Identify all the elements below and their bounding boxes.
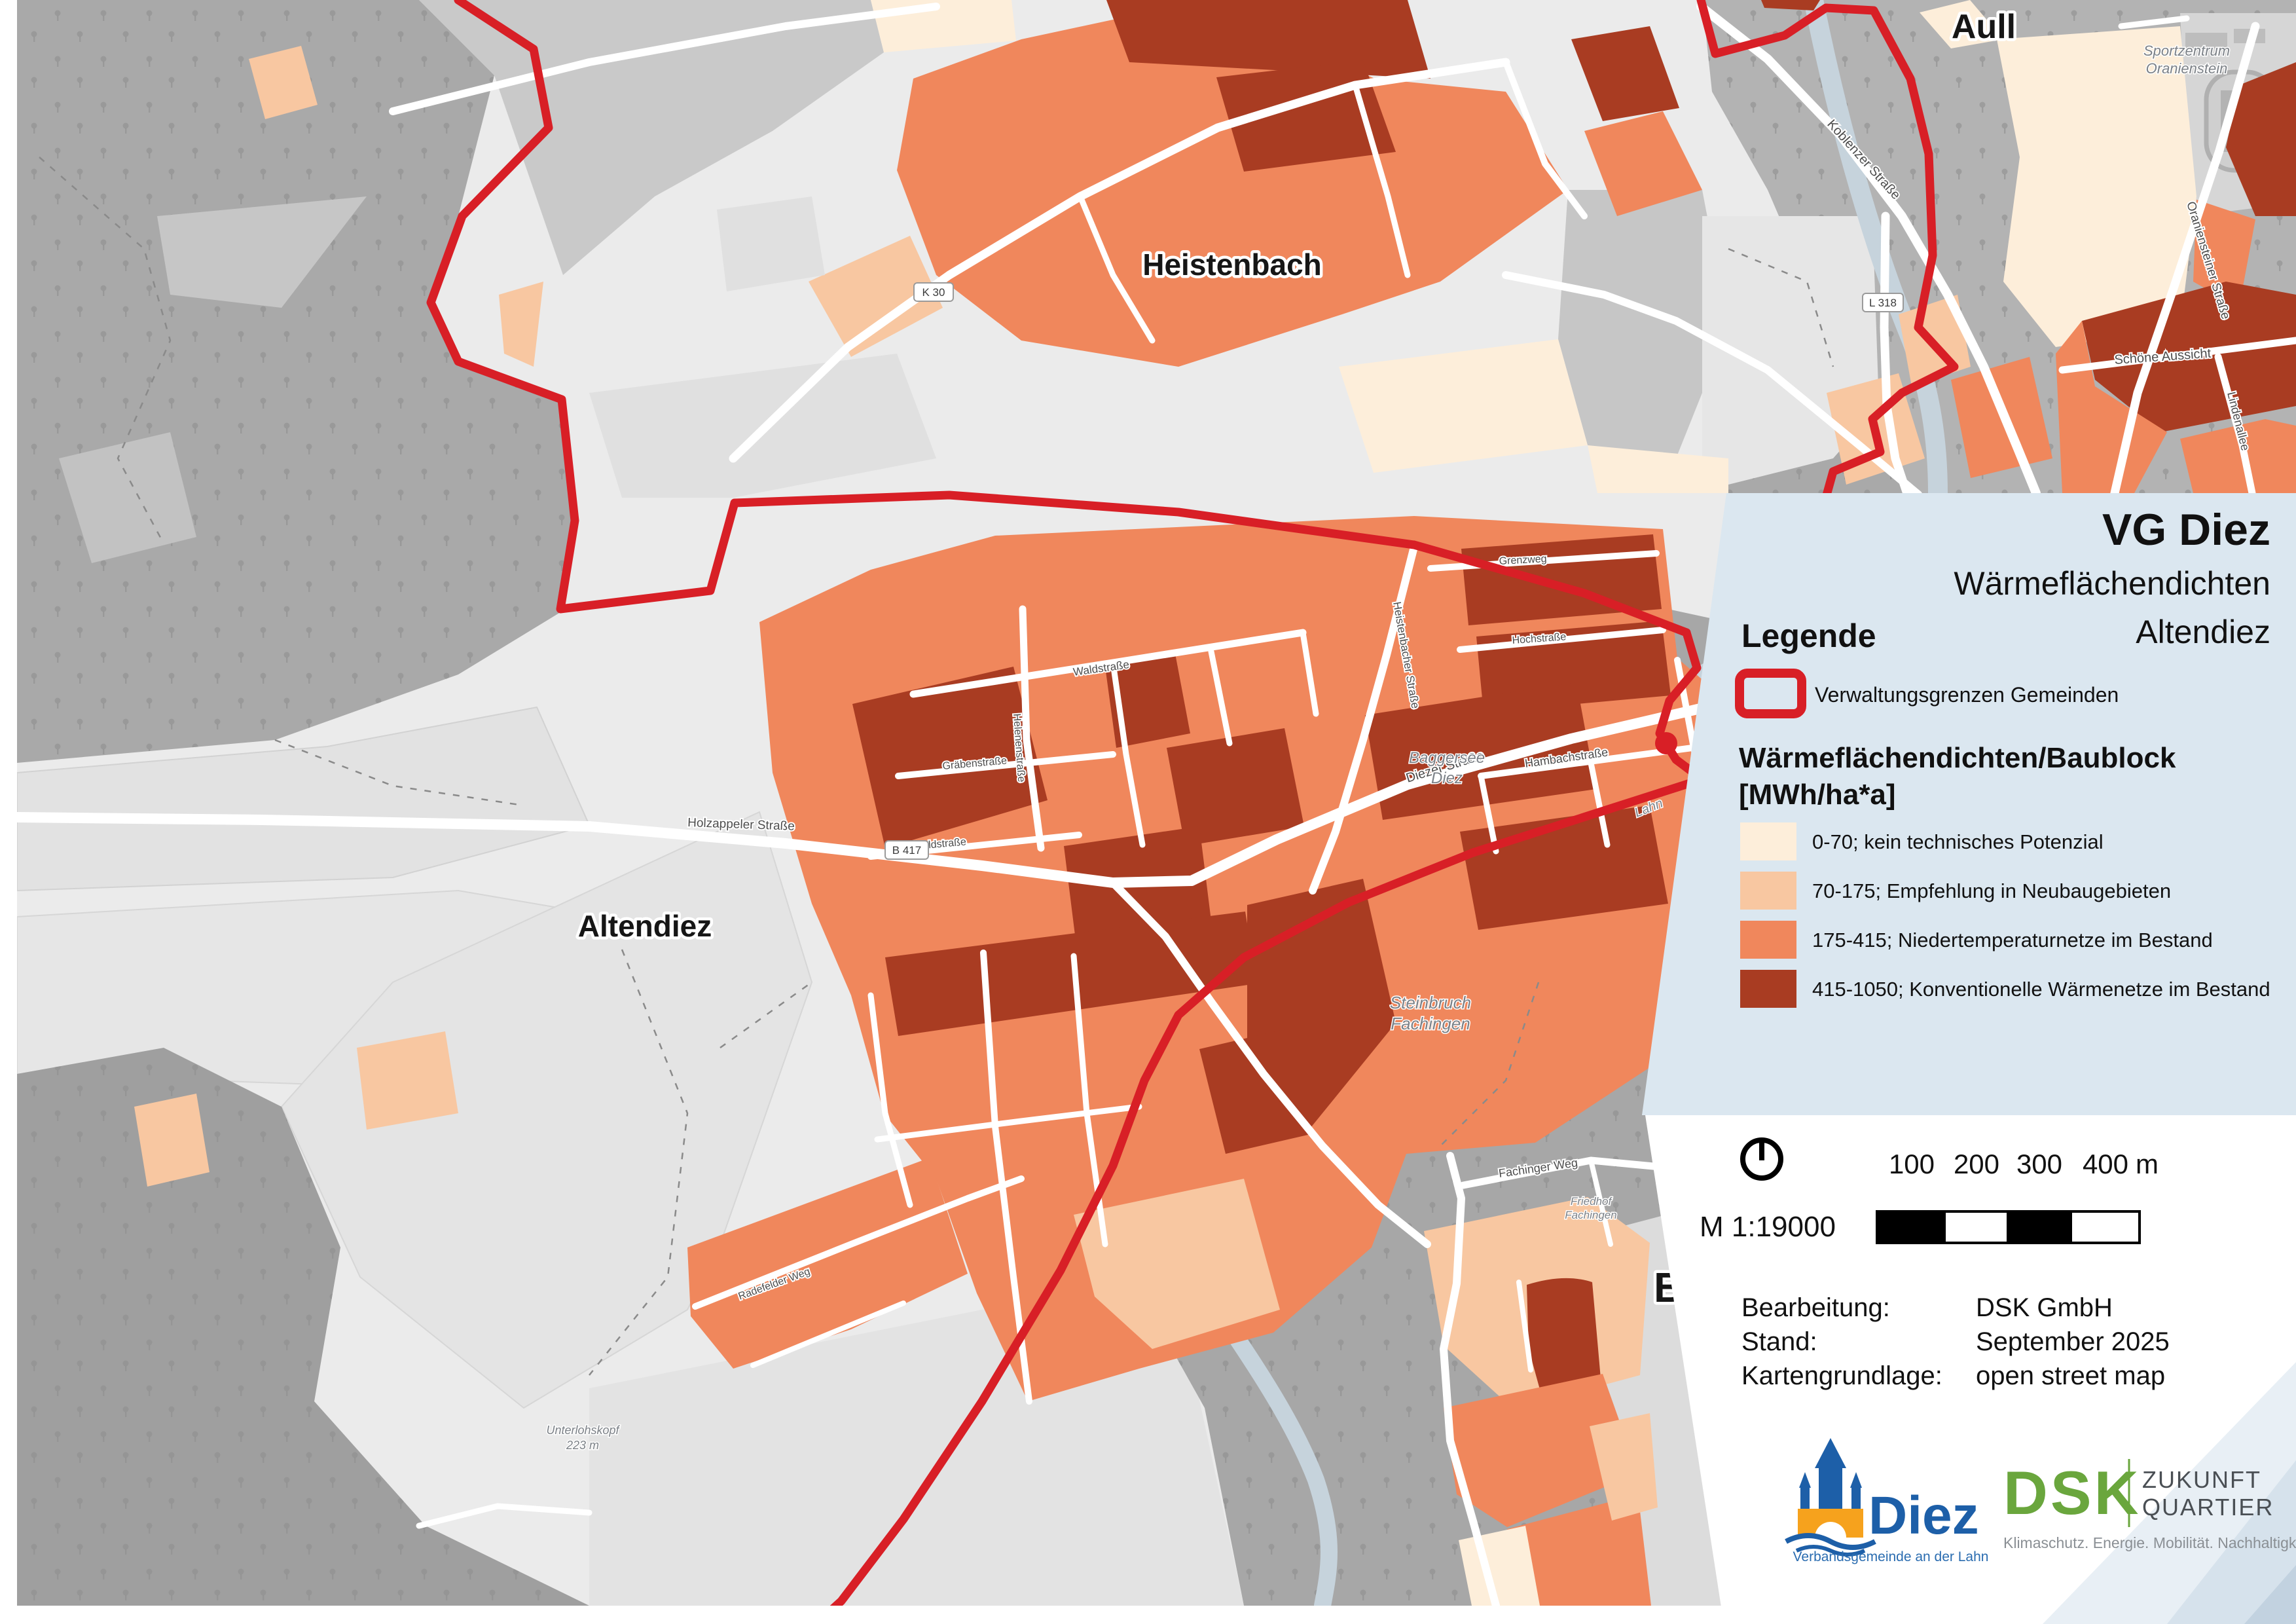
- trail-layer: [39, 157, 1834, 1376]
- class-swatch-1: [1740, 822, 1796, 860]
- route-shield-k30: K 30: [913, 282, 954, 302]
- svg-text:Baggersee: Baggersee: [1409, 749, 1485, 767]
- svg-text:K 30: K 30: [922, 286, 945, 299]
- attribution-block: Bearbeitung: DSK GmbH Stand: September 2…: [1741, 1293, 2170, 1390]
- svg-text:Friedhof: Friedhof: [1571, 1195, 1613, 1208]
- place-label-altendiez: Altendiez: [578, 909, 712, 943]
- scale-bar-segment-3: [2007, 1211, 2072, 1243]
- scale-tick-100: 100: [1889, 1149, 1935, 1179]
- attribution-value-3: open street map: [1976, 1361, 2165, 1390]
- dsk-logo-line1: ZUKUNFT: [2142, 1466, 2261, 1493]
- attribution-value-1: DSK GmbH: [1976, 1293, 2113, 1322]
- scale-tick-400: 400: [2083, 1149, 2128, 1179]
- legend-item-class-2: 70-175; Empfehlung in Neubaugebieten: [1740, 872, 2171, 910]
- diez-tower-icon: [1815, 1438, 1846, 1468]
- area-labels: Baggersee Diez Steinbruch Fachingen Frie…: [545, 42, 2231, 1453]
- svg-text:Fachingen: Fachingen: [1391, 1014, 1470, 1033]
- place-label-heistenbach: Heistenbach: [1142, 248, 1322, 282]
- class-label-2: 70-175; Empfehlung in Neubaugebieten: [1812, 879, 2171, 902]
- attribution-label-2: Stand:: [1741, 1327, 1817, 1356]
- svg-text:Diez: Diez: [1431, 769, 1463, 787]
- boundary-swatch: [1735, 669, 1806, 718]
- class-label-4: 415-1050; Konventionelle Wärmenetze im B…: [1812, 978, 2270, 1001]
- boundary-heistenbach-altendiez: [730, 490, 1691, 637]
- svg-text:Unterlohskopf: Unterlohskopf: [546, 1424, 620, 1437]
- route-shields: B 417 K 30 L 318: [884, 282, 1904, 860]
- heat-density-blocks-west: [134, 46, 825, 1187]
- scale-tick-300: 300: [2016, 1149, 2062, 1179]
- footer-decor-triangle-2: [2167, 1460, 2296, 1624]
- scale-bar-segment-1: [1877, 1211, 1946, 1243]
- class-label-1: 0-70; kein technisches Potenzial: [1812, 830, 2104, 853]
- route-shield-l318: L 318: [1862, 293, 1904, 312]
- attribution-label-1: Bearbeitung:: [1741, 1293, 1890, 1322]
- map-subtitle: Wärmeflächendichten: [1954, 565, 2270, 602]
- svg-text:L 318: L 318: [1869, 297, 1897, 309]
- svg-text:Oranienstein: Oranienstein: [2146, 60, 2228, 77]
- dsk-logo: DSK ZUKUNFT QUARTIER Klimaschutz. Energi…: [2003, 1458, 2296, 1551]
- info-panel: VG Diez Wärmeflächendichten Altendiez Le…: [1642, 493, 2296, 1624]
- dsk-logo-text: DSK: [2003, 1458, 2141, 1527]
- scale-text: M 1:19000: [1700, 1211, 1836, 1243]
- class-label-3: 175-415; Niedertemperaturnetze im Bestan…: [1812, 929, 2213, 951]
- svg-text:B 417: B 417: [892, 844, 921, 857]
- place-label-aull: Aull: [1952, 8, 2016, 46]
- boundary-east-jog: [1655, 628, 1707, 784]
- road-layer: [12, 2, 2296, 1610]
- dsk-logo-tagline: Klimaschutz. Energie. Mobilität. Nachhal…: [2003, 1534, 2296, 1551]
- boundary-knot: [1655, 732, 1677, 754]
- legend-section-unit: [MWh/ha*a]: [1739, 779, 1896, 811]
- diez-wave-icon: [1785, 1533, 1876, 1550]
- boundary-west: [426, 0, 739, 614]
- road-koblenzer: [1696, 2, 2041, 498]
- north-arrow-icon: [1740, 1137, 1783, 1181]
- scale-unit: m: [2136, 1149, 2159, 1179]
- diez-logo: Diez Verbandsgemeinde an der Lahn: [1785, 1438, 1989, 1564]
- dsk-logo-line2: QUARTIER: [2142, 1494, 2274, 1521]
- class-swatch-4: [1740, 970, 1796, 1008]
- svg-text:Fachingen: Fachingen: [1565, 1209, 1616, 1221]
- svg-text:Sportzentrum: Sportzentrum: [2143, 43, 2230, 59]
- boundary-lahn-south: [822, 775, 1707, 1619]
- scale-tick-200: 200: [1954, 1149, 1999, 1179]
- legend-item-class-4: 415-1050; Konventionelle Wärmenetze im B…: [1740, 970, 2270, 1008]
- boundary-aull-diez: [1696, 0, 1959, 500]
- heat-density-blocks-heistenbach: [809, 0, 1728, 493]
- svg-text:223 m: 223 m: [566, 1439, 599, 1452]
- map-title: VG Diez: [2102, 505, 2270, 555]
- class-swatch-3: [1740, 921, 1796, 959]
- diez-logo-tagline: Verbandsgemeinde an der Lahn: [1793, 1549, 1989, 1564]
- class-swatch-2: [1740, 872, 1796, 910]
- attribution-label-3: Kartengrundlage:: [1741, 1361, 1942, 1390]
- route-shield-b417: B 417: [884, 840, 929, 860]
- boundary-swatch-label: Verwaltungsgrenzen Gemeinden: [1815, 683, 2119, 707]
- legend-section-heading: Wärmeflächendichten/Baublock: [1739, 742, 2176, 774]
- scale-bar: 100 200 300 400 m M 1:19000: [1700, 1149, 2159, 1244]
- legend-item-class-1: 0-70; kein technisches Potenzial: [1740, 822, 2104, 860]
- boundary-layer: [426, 0, 1959, 1619]
- legend-panel-background: [1642, 493, 2296, 1115]
- legend-item-class-3: 175-415; Niedertemperaturnetze im Bestan…: [1740, 921, 2213, 959]
- diez-logo-text: Diez: [1868, 1486, 1979, 1545]
- svg-text:Steinbruch: Steinbruch: [1390, 993, 1471, 1012]
- legend-heading: Legende: [1741, 618, 1876, 654]
- map-area-name: Altendiez: [2136, 614, 2270, 650]
- attribution-value-2: September 2025: [1976, 1327, 2170, 1356]
- footer-decor-triangle-3: [2244, 1565, 2296, 1624]
- legend-item-boundary: Verwaltungsgrenzen Gemeinden: [1735, 669, 2119, 718]
